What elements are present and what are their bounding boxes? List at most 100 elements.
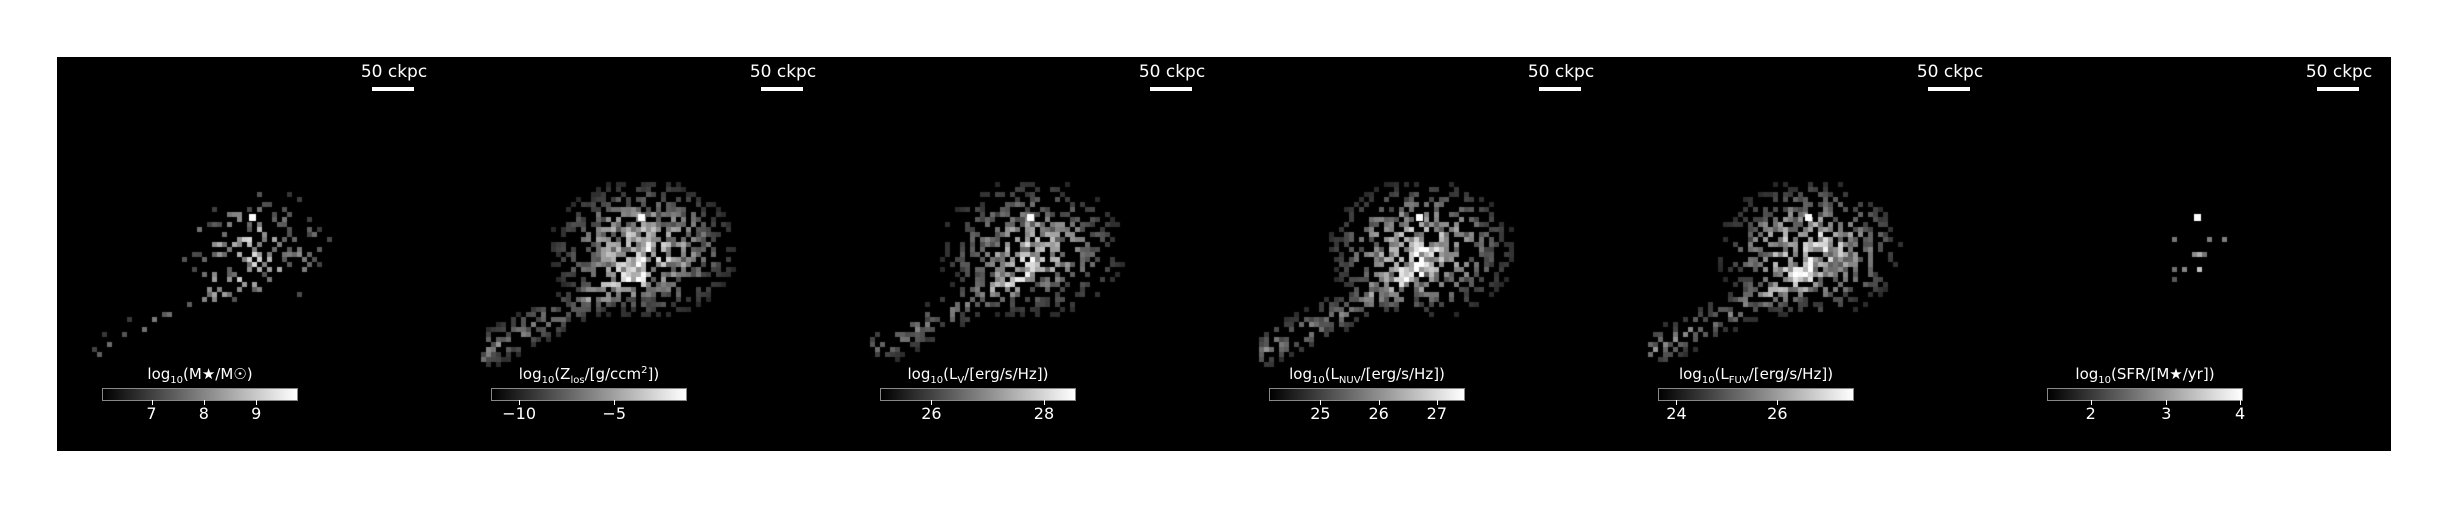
colorbar-label-part: log	[1289, 365, 1312, 383]
colorbar-tick-label: 7	[146, 404, 157, 423]
colorbar-tick	[151, 400, 153, 405]
colorbar-gradient	[2047, 388, 2243, 401]
colorbar-label-part: 10	[541, 375, 555, 386]
colorbar-label-part: (M★/M☉)	[183, 365, 253, 383]
colorbar-label-part: V	[957, 375, 965, 386]
colorbar-tick	[2166, 400, 2168, 405]
colorbar-label-part: /[erg/s/Hz])	[1360, 365, 1445, 383]
galaxy-pixel-map	[446, 57, 835, 451]
colorbar-label: log10(Zlos/[g/ccm2])	[491, 365, 687, 386]
colorbar-label-part: (L	[943, 365, 958, 383]
colorbar-gradient	[1658, 388, 1854, 401]
map-panel-metallicity: 50 ckpc log10(Zlos/[g/ccm2]) −10 −5	[446, 57, 835, 451]
scalebar-line	[372, 87, 414, 91]
colorbar-tick	[1777, 400, 1779, 405]
map-panel-nuv-luminosity: 50 ckpc log10(LNUV/[erg/s/Hz]) 25 26 27	[1224, 57, 1613, 451]
map-panel-v-band-luminosity: 50 ckpc log10(LV/[erg/s/Hz]) 26 28	[835, 57, 1224, 451]
colorbar-label-part: 2	[641, 365, 648, 376]
scalebar-label: 50 ckpc	[360, 62, 428, 82]
colorbar-label-part: (L	[1714, 365, 1729, 383]
colorbar-tick	[1043, 400, 1045, 405]
colorbar-tick-label: 4	[2234, 404, 2246, 423]
map-panel-star-formation-rate: 50 ckpc log10(SFR/[M★/yr]) 2 3 4	[2002, 57, 2391, 451]
colorbar-label-part: 10	[2098, 375, 2112, 386]
colorbar-gradient	[1269, 388, 1465, 401]
colorbar-label-part: NUV	[1338, 375, 1361, 386]
scalebar-label: 50 ckpc	[2305, 62, 2373, 82]
scalebar-label: 50 ckpc	[1138, 62, 1206, 82]
colorbar-label-part: log	[147, 365, 171, 383]
colorbar-tick	[614, 400, 616, 405]
colorbar: log10(Zlos/[g/ccm2]) −10 −5	[491, 365, 687, 427]
colorbar-label-part: log	[907, 365, 931, 383]
colorbar-label: log10(SFR/[M★/yr])	[2047, 365, 2243, 386]
galaxy-pixel-map	[835, 57, 1224, 451]
colorbar: log10(LNUV/[erg/s/Hz]) 25 26 27	[1269, 365, 1465, 427]
scalebar-label: 50 ckpc	[749, 62, 817, 82]
colorbar-tick	[203, 400, 205, 405]
colorbar-tick-label: 25	[1310, 404, 1331, 423]
galaxy-pixel-map	[1613, 57, 2002, 451]
scalebar-line	[1150, 87, 1192, 91]
colorbar-tick-label: 3	[2161, 404, 2172, 423]
scalebar-line	[761, 87, 803, 91]
colorbar-label-part: /[g/ccm	[584, 365, 642, 383]
colorbar-tick	[1676, 400, 1678, 405]
colorbar-label-part: log	[1678, 365, 1702, 383]
scalebar-line	[1928, 87, 1970, 91]
colorbar-tick	[519, 400, 521, 405]
galaxy-pixel-map	[1224, 57, 1613, 451]
colorbar: log10(SFR/[M★/yr]) 2 3 4	[2047, 365, 2245, 427]
colorbar-tick	[256, 400, 258, 405]
colorbar: log10(M★/M☉) 7 8 9	[102, 365, 298, 427]
scalebar-label: 50 ckpc	[1916, 62, 1984, 82]
colorbar-gradient	[102, 388, 298, 401]
colorbar-label: log10(LFUV/[erg/s/Hz])	[1658, 365, 1854, 386]
colorbar-label-part: /[erg/s/Hz])	[964, 365, 1049, 383]
colorbar-tick-label: 27	[1426, 404, 1447, 423]
colorbar-tick-label: −5	[602, 404, 627, 423]
galaxy-pixel-map	[57, 57, 446, 451]
colorbar-label-part: los	[570, 375, 585, 386]
colorbar-tick-label: 26	[1368, 404, 1389, 423]
colorbar-label-part: 10	[930, 375, 944, 386]
colorbar: log10(LFUV/[erg/s/Hz]) 24 26	[1658, 365, 1854, 427]
colorbar-tick-label: 28	[1033, 404, 1055, 423]
colorbar-gradient	[491, 388, 687, 401]
colorbar-label-part: /[erg/s/Hz])	[1748, 365, 1834, 383]
colorbar-tick	[2090, 400, 2092, 405]
map-panel-fuv-luminosity: 50 ckpc log10(LFUV/[erg/s/Hz]) 24 26	[1613, 57, 2002, 451]
colorbar-tick	[1320, 400, 1322, 405]
map-panel-stellar-mass: 50 ckpc log10(M★/M☉) 7 8 9	[57, 57, 446, 451]
colorbar-label-part: (Z	[554, 365, 571, 383]
colorbar-tick	[931, 400, 933, 405]
scalebar-line	[2317, 87, 2359, 91]
colorbar-label-part: (L	[1324, 365, 1339, 383]
colorbar-label-part: ])	[647, 365, 660, 383]
colorbar-tick-label: 26	[921, 404, 942, 423]
colorbar-tick	[1378, 400, 1380, 405]
colorbar-label-part: FUV	[1728, 375, 1749, 386]
colorbar-tick-label: −10	[502, 404, 537, 423]
colorbar-label: log10(M★/M☉)	[102, 365, 298, 386]
colorbar-tick-label: 2	[2085, 404, 2096, 423]
colorbar-tick	[1436, 400, 1438, 405]
colorbar-label-part: 10	[1311, 375, 1325, 386]
colorbar-tick-label: 26	[1767, 404, 1788, 423]
colorbar-label: log10(LNUV/[erg/s/Hz])	[1269, 365, 1465, 386]
colorbar-label-part: log	[2075, 365, 2099, 383]
colorbar-tick-label: 9	[251, 404, 262, 423]
scalebar-label: 50 ckpc	[1527, 62, 1595, 82]
colorbar-tick-label: 8	[198, 404, 209, 423]
colorbar-label-part: 10	[1701, 375, 1715, 386]
colorbar: log10(LV/[erg/s/Hz]) 26 28	[880, 365, 1076, 427]
colorbar-tick-label: 24	[1666, 404, 1687, 423]
colorbar-label-part: (SFR/[M★/yr])	[2111, 365, 2215, 383]
galaxy-map-figure: 50 ckpc log10(M★/M☉) 7 8 9 50 ckpc log10(Zlos/…	[57, 57, 2393, 451]
colorbar-label-part: 10	[170, 375, 184, 386]
colorbar-label: log10(LV/[erg/s/Hz])	[880, 365, 1076, 386]
colorbar-label-part: log	[518, 365, 542, 383]
galaxy-pixel-map	[2002, 57, 2391, 451]
colorbar-gradient	[880, 388, 1076, 401]
scalebar-line	[1539, 87, 1581, 91]
